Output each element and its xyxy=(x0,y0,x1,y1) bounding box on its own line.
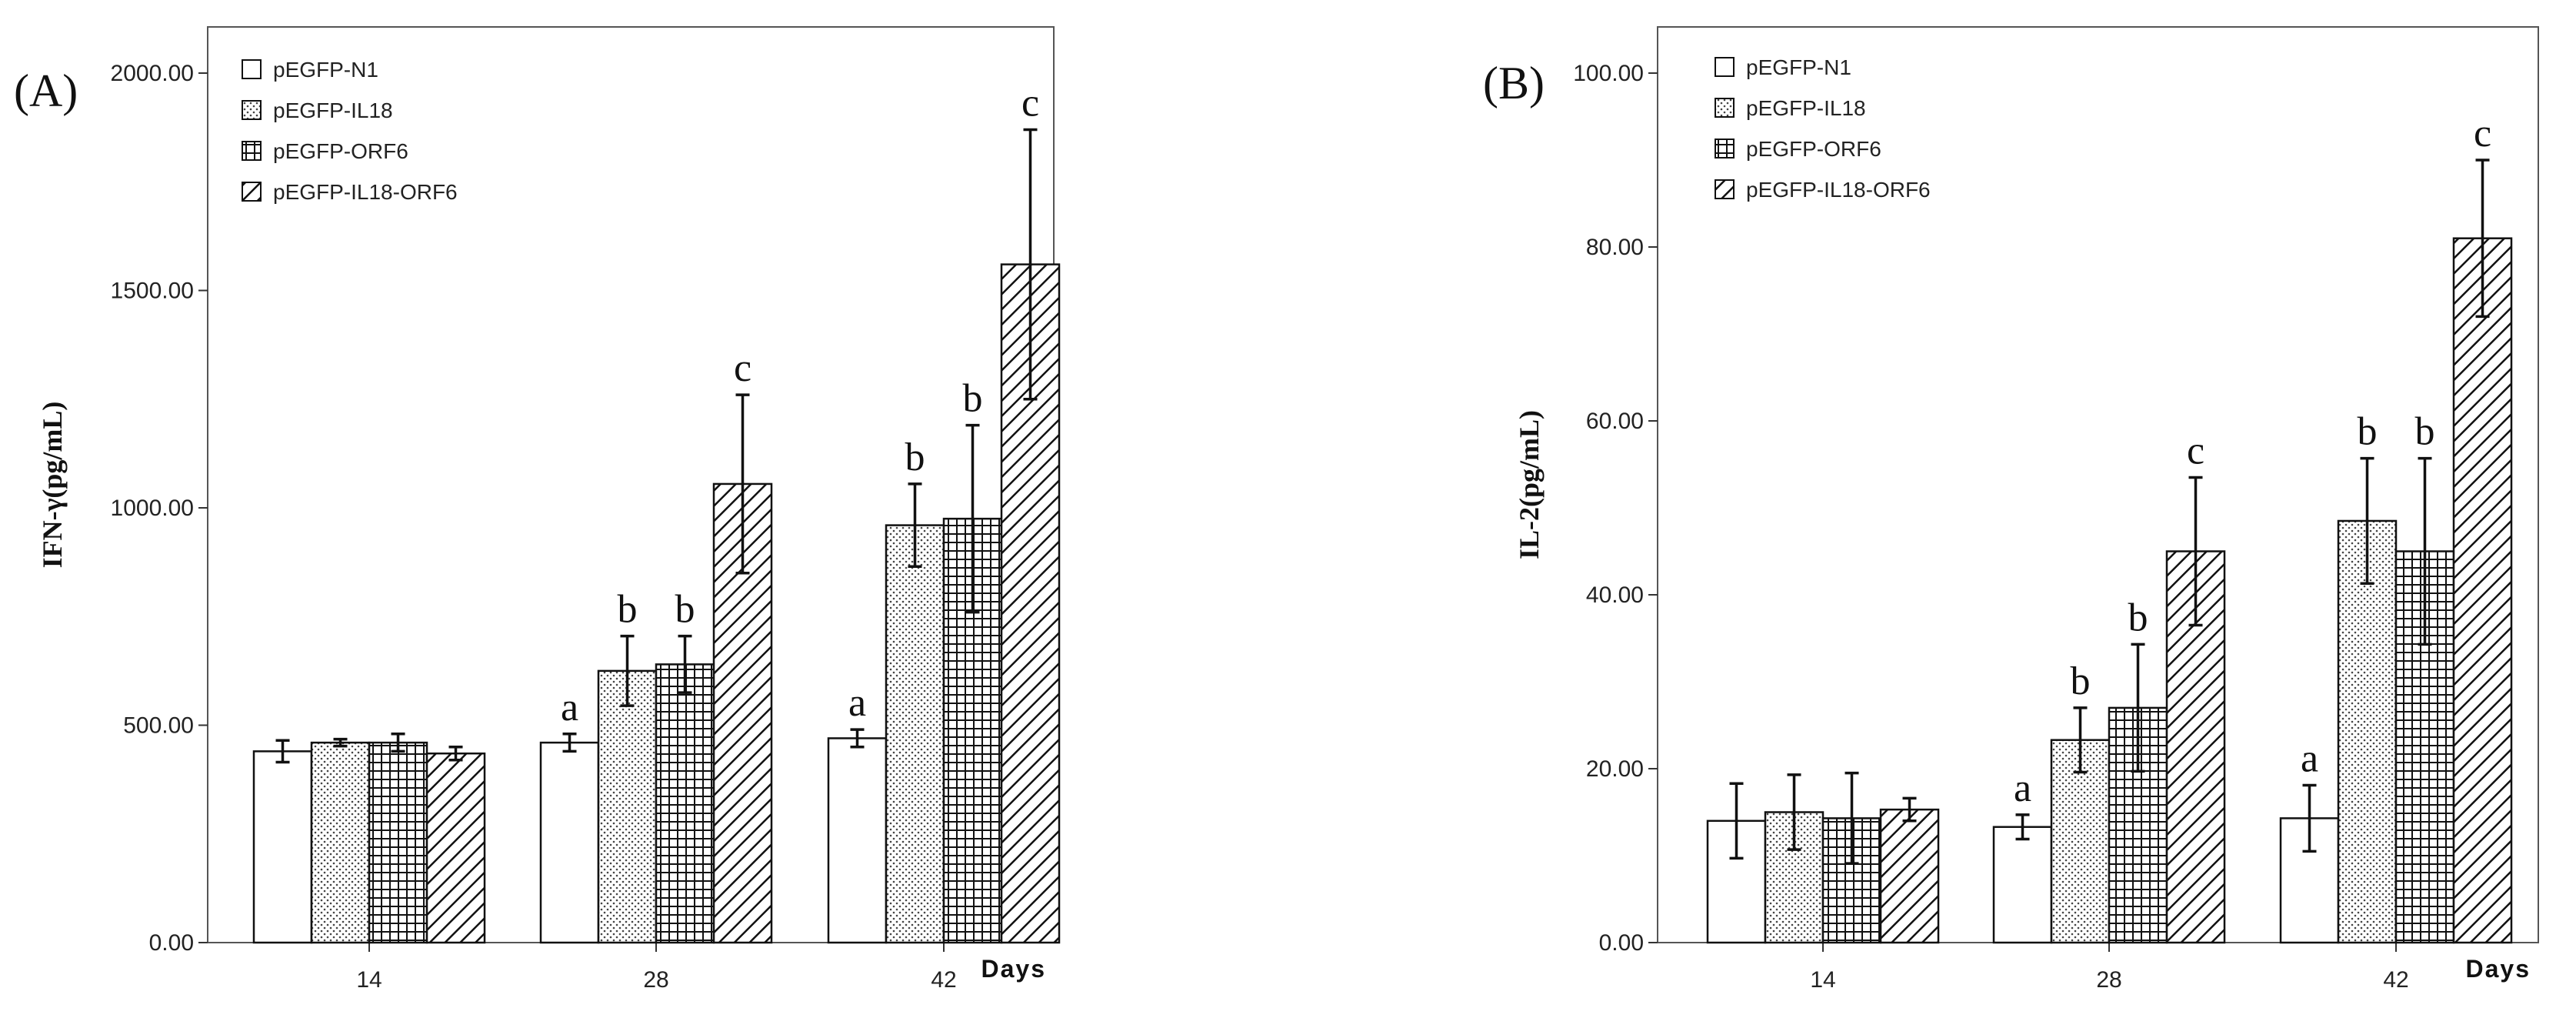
panel-label: (A) xyxy=(14,65,78,116)
y-tick-label: 0.00 xyxy=(1599,930,1644,956)
significance-label: c xyxy=(2474,112,2491,155)
chart-panel-a: (A) IFN-γ(pg/mL) 0.00 500.00 1000.00 1500.00 2… xyxy=(14,26,1061,993)
x-tick-label: 42 xyxy=(2383,967,2408,993)
x-tick-label: 42 xyxy=(931,967,956,993)
y-tick-label: 1500.00 xyxy=(111,279,194,304)
y-tick-label: 40.00 xyxy=(1586,582,1644,608)
bar xyxy=(425,752,486,944)
bar xyxy=(655,663,715,944)
bar xyxy=(368,741,428,944)
y-tick-label: 80.00 xyxy=(1586,235,1644,260)
y-tick-label: 0.00 xyxy=(149,930,194,956)
bar xyxy=(2050,739,2111,944)
significance-label: a xyxy=(2014,766,2031,810)
y-tick-label: 1000.00 xyxy=(111,496,194,521)
legend-label: pEGFP-IL18-ORF6 xyxy=(1746,178,1931,202)
legend-swatch xyxy=(242,59,262,79)
bar xyxy=(1992,826,2053,944)
x-tick-label: 14 xyxy=(356,967,382,993)
panel-label: (B) xyxy=(1483,58,1545,108)
significance-label: b xyxy=(905,436,925,479)
legend-swatch xyxy=(1715,57,1735,77)
y-tick-label: 500.00 xyxy=(123,713,194,739)
significance-label: b xyxy=(2415,410,2435,454)
bar xyxy=(1000,263,1061,944)
y-tick-label: 100.00 xyxy=(1573,61,1644,86)
significance-label: b xyxy=(618,588,638,632)
bar xyxy=(310,741,371,944)
legend-swatch xyxy=(242,141,262,161)
bar xyxy=(1879,808,1940,944)
bar xyxy=(827,737,888,944)
legend-swatch xyxy=(1715,98,1735,118)
y-tick-label: 2000.00 xyxy=(111,61,194,86)
legend-label: pEGFP-IL18 xyxy=(273,98,393,122)
legend-label: pEGFP-IL18 xyxy=(1746,96,1866,120)
y-axis-label: IL-2(pg/mL) xyxy=(1514,410,1545,559)
legend-swatch xyxy=(1715,179,1735,199)
significance-label: b xyxy=(963,377,983,421)
significance-label: c xyxy=(2187,429,2204,472)
legend-label: pEGFP-N1 xyxy=(1746,55,1851,79)
bar xyxy=(252,750,313,944)
bar xyxy=(597,669,658,944)
bar xyxy=(539,741,600,944)
significance-label: a xyxy=(2301,736,2318,780)
significance-label: c xyxy=(734,346,751,390)
x-axis-title: Days xyxy=(2466,955,2531,983)
bar xyxy=(2337,519,2398,944)
legend-label: pEGFP-ORF6 xyxy=(1746,137,1881,161)
significance-label: a xyxy=(848,681,866,725)
bar xyxy=(885,524,945,944)
chart-panel-b: (B) IL-2(pg/mL) 0.00 20.00 40.00 60.00 80.00 10… xyxy=(1483,26,2539,993)
legend-swatch xyxy=(242,182,262,202)
significance-label: b xyxy=(675,588,695,632)
legend-label: pEGFP-IL18-ORF6 xyxy=(273,180,458,204)
significance-label: b xyxy=(2358,410,2378,454)
x-tick-label: 14 xyxy=(1810,967,1835,993)
legend-label: pEGFP-ORF6 xyxy=(273,139,408,163)
y-tick-label: 60.00 xyxy=(1586,409,1644,434)
x-tick-label: 28 xyxy=(2096,967,2121,993)
x-tick-label: 28 xyxy=(643,967,668,993)
significance-label: b xyxy=(2128,596,2148,639)
bar xyxy=(2452,237,2513,944)
x-axis-title: Days xyxy=(981,955,1047,983)
y-axis-label: IFN-γ(pg/mL) xyxy=(37,402,68,569)
legend-swatch xyxy=(1715,139,1735,159)
legend-swatch xyxy=(242,100,262,120)
significance-label: c xyxy=(1021,81,1039,125)
significance-label: b xyxy=(2071,659,2091,703)
legend-label: pEGFP-N1 xyxy=(273,58,378,82)
y-tick-label: 20.00 xyxy=(1586,756,1644,782)
significance-label: a xyxy=(561,686,578,729)
